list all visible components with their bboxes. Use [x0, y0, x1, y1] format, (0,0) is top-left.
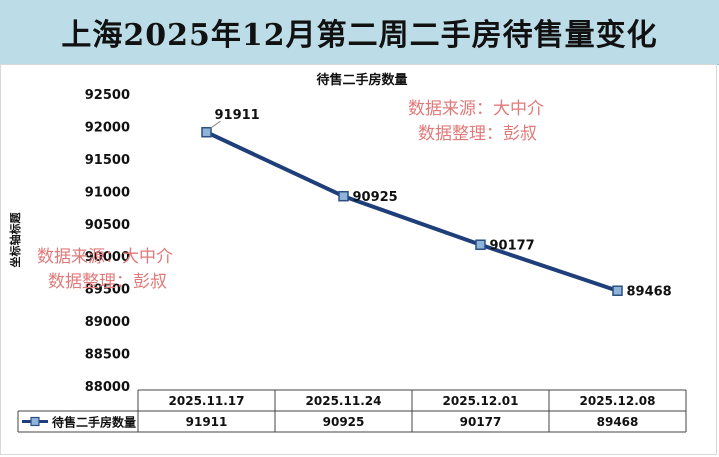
title-banner: 上海2025年12月第二周二手房待售量变化 [0, 0, 719, 65]
x-category-label: 2025.12.01 [443, 394, 519, 408]
data-label: 91911 [215, 108, 260, 123]
data-label: 89468 [627, 285, 672, 300]
page-title: 上海2025年12月第二周二手房待售量变化 [61, 18, 658, 53]
y-tick-label: 88000 [85, 380, 130, 395]
y-tick-label: 89500 [85, 283, 130, 298]
y-tick-label: 89000 [85, 315, 130, 330]
chart-frame [0, 64, 717, 455]
data-label: 90925 [353, 190, 398, 205]
y-tick-label: 92500 [85, 88, 130, 103]
table-value-cell: 90925 [323, 415, 365, 429]
table-value-cell: 91911 [186, 415, 228, 429]
data-table: 2025.11.17 91911 2025.11.24 90925 2025.12.01… [17, 389, 687, 433]
y-tick-label: 91500 [85, 153, 130, 168]
y-tick-label: 90000 [85, 250, 130, 265]
watermark-source: 数据来源：大中介 [408, 99, 544, 119]
watermark-top-right: 数据来源：大中介 数据整理：彭叔 [408, 99, 544, 144]
data-label-leader [210, 120, 221, 129]
watermark-source: 数据来源：大中介 [37, 247, 173, 267]
table-value-cell: 89468 [597, 415, 639, 429]
x-category-label: 2025.11.24 [306, 394, 382, 408]
y-tick-label: 90500 [85, 218, 130, 233]
watermark-editor: 数据整理：彭叔 [418, 124, 537, 144]
watermark-editor: 数据整理：彭叔 [48, 272, 167, 292]
data-label: 90177 [490, 239, 535, 254]
legend-marker-key [30, 416, 40, 427]
data-point-marker [612, 285, 623, 296]
series-line-group: 91911 90925 90177 89468 [201, 108, 672, 300]
data-point-marker [475, 239, 486, 250]
table-value-cell: 90177 [460, 415, 502, 429]
series-line [205, 130, 619, 293]
watermark-left: 数据来源：大中介 数据整理：彭叔 [37, 247, 173, 292]
y-tick-label: 92000 [85, 120, 130, 135]
x-category-label: 2025.11.17 [169, 394, 245, 408]
x-category-label: 2025.12.08 [580, 394, 656, 408]
legend-series-name: 待售二手房数量 [52, 415, 136, 430]
y-axis-title: 坐标轴标题 [8, 212, 22, 268]
chart-title: 待售二手房数量 [315, 72, 407, 88]
y-axis-ticks: 88000 88500 89000 89500 90000 90500 91000 91500… [85, 88, 130, 395]
data-point-marker [201, 126, 212, 138]
y-tick-label: 91000 [85, 185, 130, 200]
y-tick-label: 88500 [85, 348, 130, 363]
data-point-marker [338, 190, 349, 202]
